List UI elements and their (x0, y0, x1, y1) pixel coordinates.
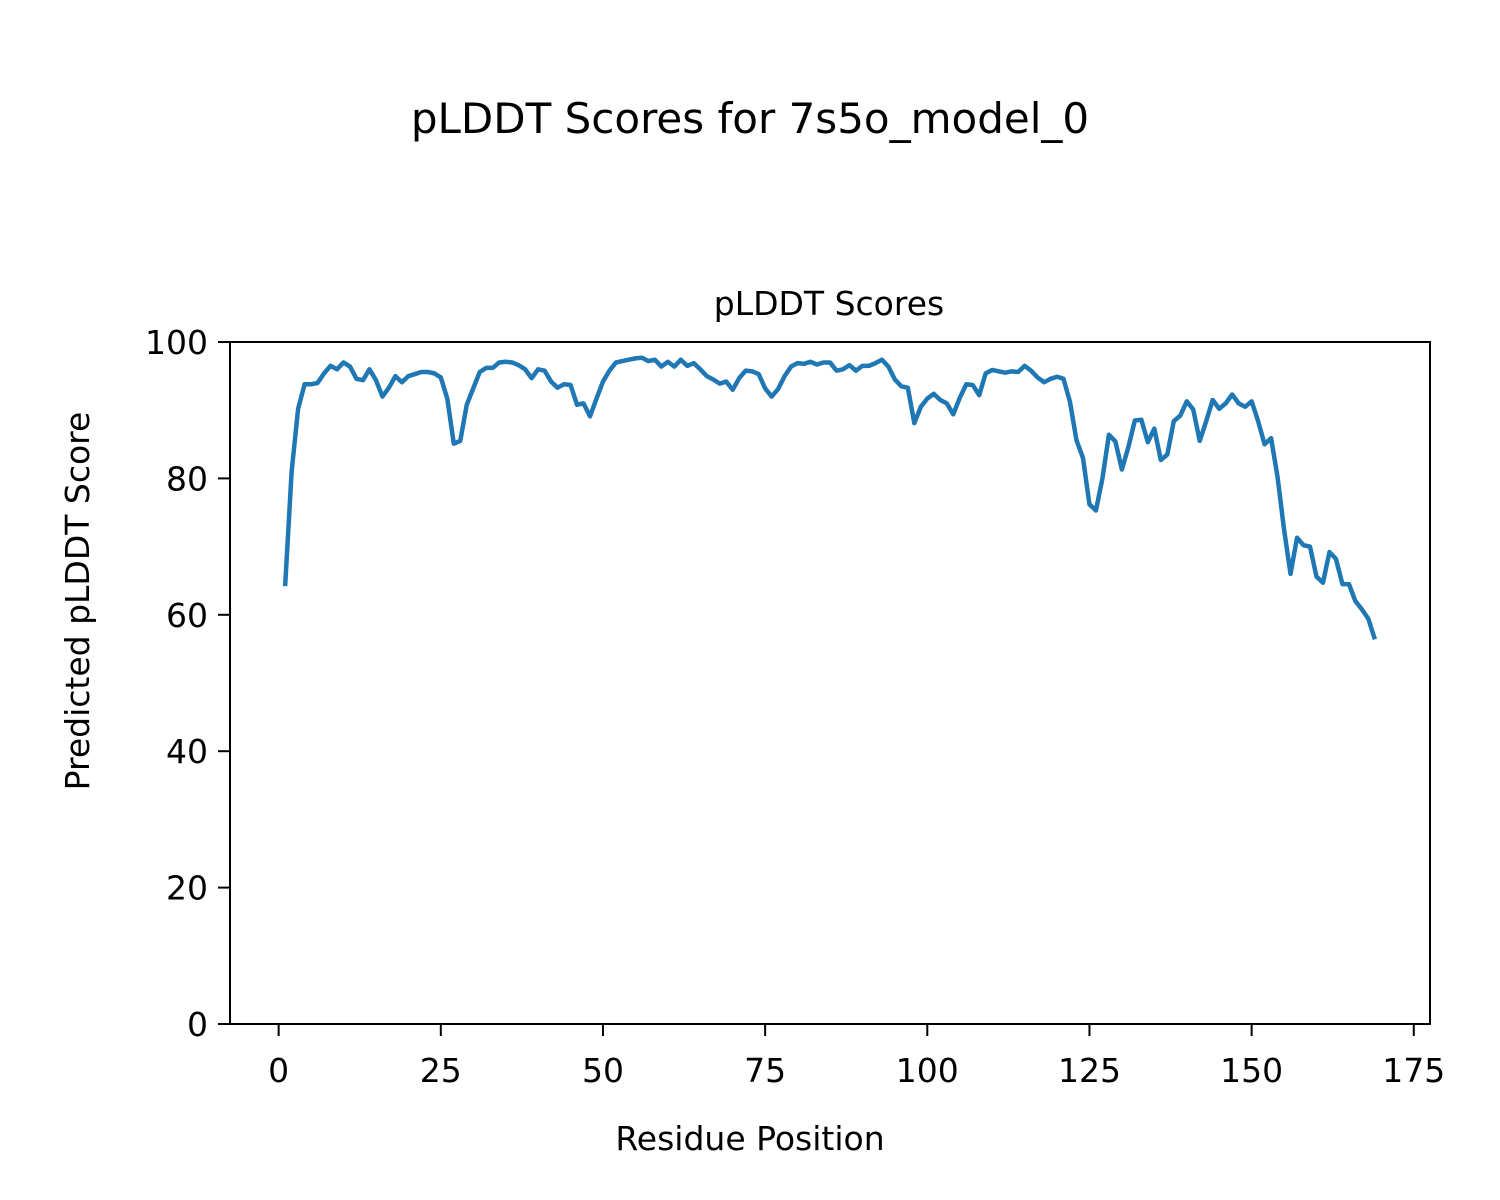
chart-title: pLDDT Scores (714, 284, 944, 323)
y-tick-label: 100 (145, 323, 208, 362)
x-tick-label: 75 (744, 1051, 786, 1090)
x-tick-label: 125 (1058, 1051, 1121, 1090)
y-tick-label: 60 (166, 596, 208, 635)
y-tick-label: 20 (166, 869, 208, 908)
y-tick-label: 0 (187, 1005, 208, 1044)
x-tick-label: 100 (896, 1051, 959, 1090)
plot-area (282, 355, 1378, 641)
x-tick-label: 25 (420, 1051, 462, 1090)
figure-suptitle: pLDDT Scores for 7s5o_model_0 (411, 94, 1089, 143)
y-axis-label: Predicted pLDDT Score (58, 412, 97, 791)
y-tick-label: 80 (166, 459, 208, 498)
series-line-plddt (282, 355, 1378, 641)
y-axis-ticks: 0 20 40 60 80 100 (145, 323, 230, 1044)
y-tick-label: 40 (166, 732, 208, 771)
x-tick-label: 150 (1220, 1051, 1283, 1090)
x-axis-label: Residue Position (615, 1119, 884, 1158)
x-tick-label: 50 (582, 1051, 624, 1090)
x-tick-label: 175 (1382, 1051, 1445, 1090)
axes-frame (229, 341, 1431, 1025)
x-tick-label: 0 (268, 1051, 289, 1090)
x-axis-ticks: 0 25 50 75 100 125 150 175 (268, 1024, 1445, 1090)
